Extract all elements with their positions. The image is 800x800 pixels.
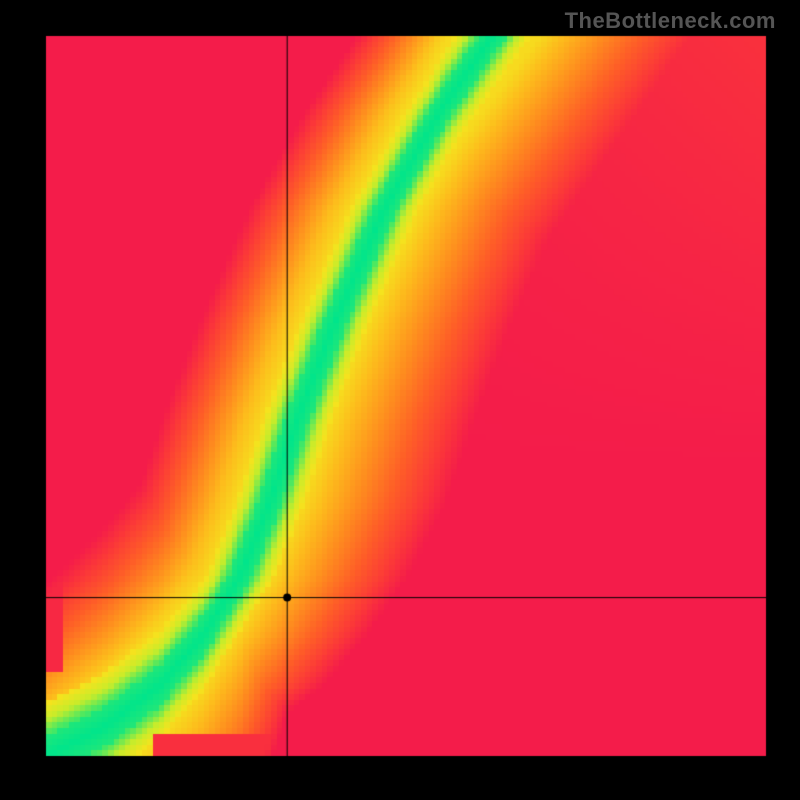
watermark-text: TheBottleneck.com (565, 8, 776, 34)
heatmap-canvas (0, 0, 800, 800)
